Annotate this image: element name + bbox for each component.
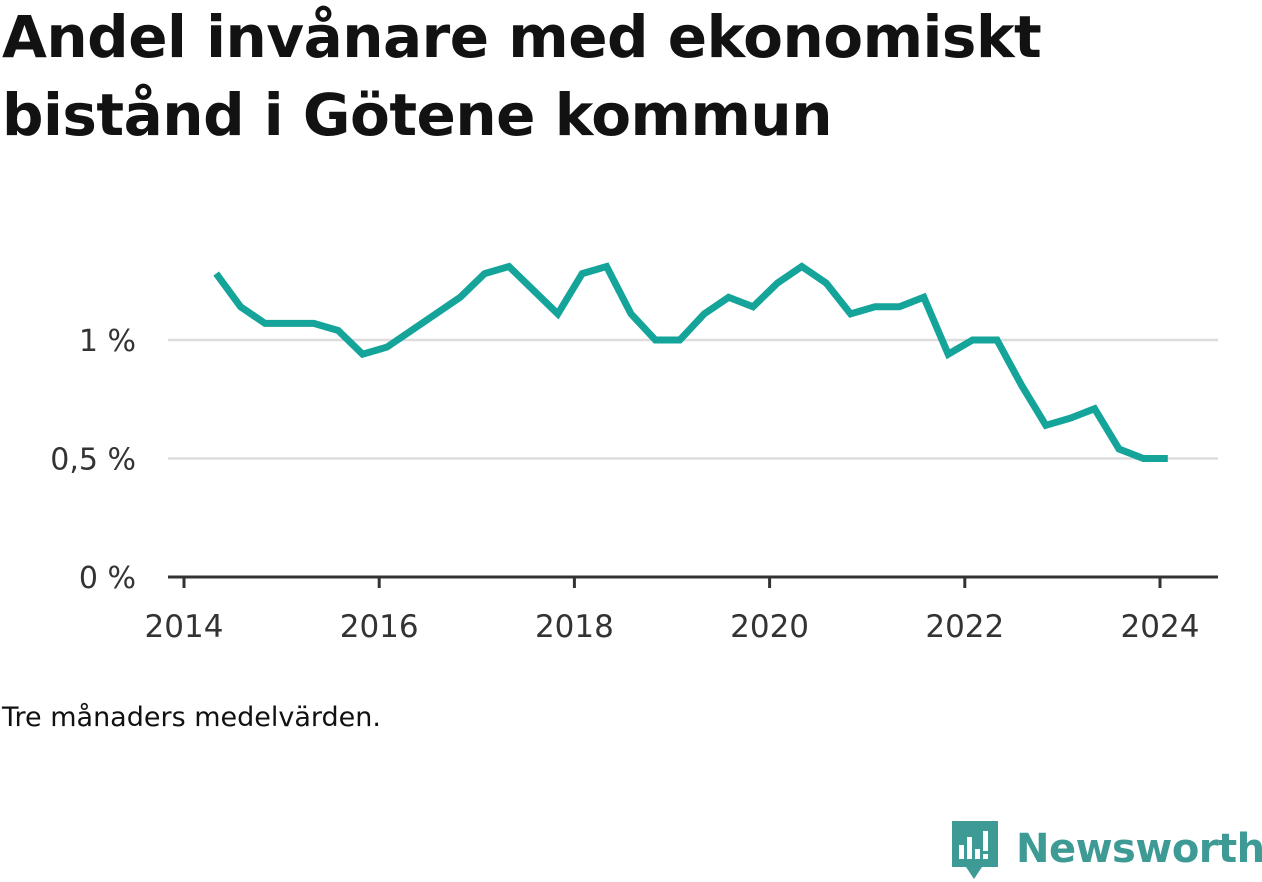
chart-speech-bubble-icon bbox=[952, 821, 998, 879]
x-axis: 2014 2016 2018 2020 2022 2024 bbox=[145, 575, 1218, 645]
series-group bbox=[213, 262, 1168, 462]
series-line bbox=[213, 262, 1168, 462]
x-tick-label: 2018 bbox=[535, 609, 614, 645]
x-tick-label: 2022 bbox=[925, 609, 1004, 645]
y-axis: 0 % 0,5 % 1 % bbox=[50, 324, 136, 596]
gridlines bbox=[168, 338, 1218, 460]
y-tick-label: 0,5 % bbox=[50, 443, 136, 478]
x-tick-label: 2020 bbox=[730, 609, 809, 645]
chart-note: Tre månaders medelvärden. bbox=[2, 702, 381, 733]
brand-name: Newsworthy bbox=[1016, 826, 1262, 872]
y-tick-label: 1 % bbox=[79, 324, 136, 359]
chart-title: Andel invånare med ekonomiskt bistånd i … bbox=[2, 0, 1202, 154]
x-tick-label: 2024 bbox=[1121, 609, 1200, 645]
chart-title-line-1: Andel invånare med ekonomiskt bbox=[2, 3, 1042, 71]
y-tick-label: 0 % bbox=[79, 561, 136, 596]
x-tick-label: 2016 bbox=[340, 609, 419, 645]
newsworthy-logo[interactable]: Newsworthy bbox=[950, 816, 1262, 882]
chart-title-line-2: bistånd i Götene kommun bbox=[2, 81, 833, 149]
x-tick-label: 2014 bbox=[145, 609, 224, 645]
